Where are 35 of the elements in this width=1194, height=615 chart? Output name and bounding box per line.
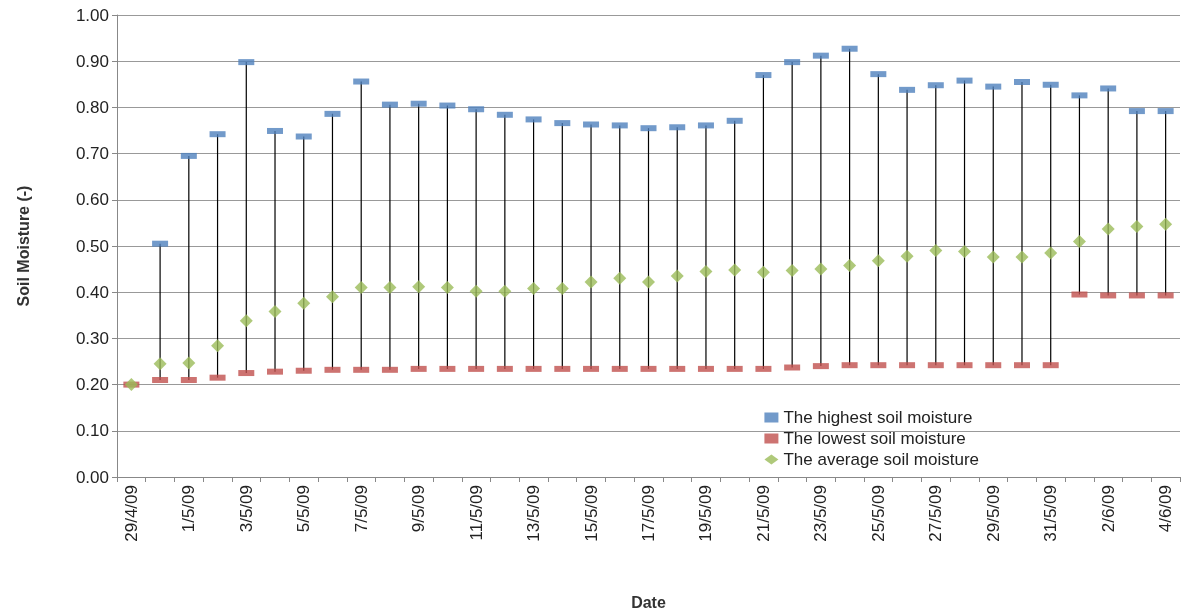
- x-tick-label: 17/5/09: [639, 485, 658, 542]
- y-tick-label: 1.00: [75, 5, 109, 25]
- y-tick-label: 0.60: [75, 190, 109, 210]
- x-tick-label: 19/5/09: [696, 485, 716, 542]
- x-tick-label: 23/5/09: [811, 485, 831, 542]
- x-tick-label: 25/5/09: [868, 485, 888, 542]
- x-tick-label: 29/4/09: [121, 485, 141, 542]
- y-tick-label: 0.00: [75, 467, 109, 487]
- legend-label: The highest soil moisture: [783, 408, 973, 427]
- y-tick-label: 0.40: [75, 282, 109, 302]
- x-tick-label: 21/5/09: [753, 485, 773, 542]
- x-tick-label: 4/6/09: [1156, 485, 1176, 533]
- y-tick-label: 0.70: [75, 144, 109, 164]
- y-axis-title: Soil Moisture (-): [14, 185, 32, 307]
- x-tick-label: 15/5/09: [581, 485, 601, 542]
- legend-label: The average soil moisture: [783, 450, 979, 469]
- y-tick-label: 0.50: [75, 236, 109, 256]
- x-tick-label: 3/5/09: [236, 485, 256, 533]
- y-tick-label: 0.30: [75, 328, 109, 348]
- x-tick-label: 29/5/09: [983, 485, 1003, 542]
- x-tick-label: 5/5/09: [294, 485, 314, 533]
- x-tick-label: 27/5/09: [926, 485, 946, 542]
- x-tick-label: 13/5/09: [524, 485, 544, 542]
- legend-label: The lowest soil moisture: [783, 429, 966, 448]
- y-tick-label: 0.90: [75, 51, 109, 71]
- x-tick-label: 7/5/09: [351, 485, 371, 533]
- y-tick-label: 0.20: [75, 375, 109, 395]
- x-axis-title: Date: [631, 593, 666, 611]
- y-tick-label: 0.10: [75, 421, 109, 441]
- x-tick-label: 1/5/09: [179, 485, 199, 533]
- y-tick-label: 0.80: [75, 97, 109, 117]
- x-tick-label: 31/5/09: [1041, 485, 1061, 542]
- x-tick-label: 2/6/09: [1098, 485, 1118, 533]
- x-tick-label: 11/5/09: [466, 485, 486, 541]
- x-tick-label: 9/5/09: [409, 485, 429, 533]
